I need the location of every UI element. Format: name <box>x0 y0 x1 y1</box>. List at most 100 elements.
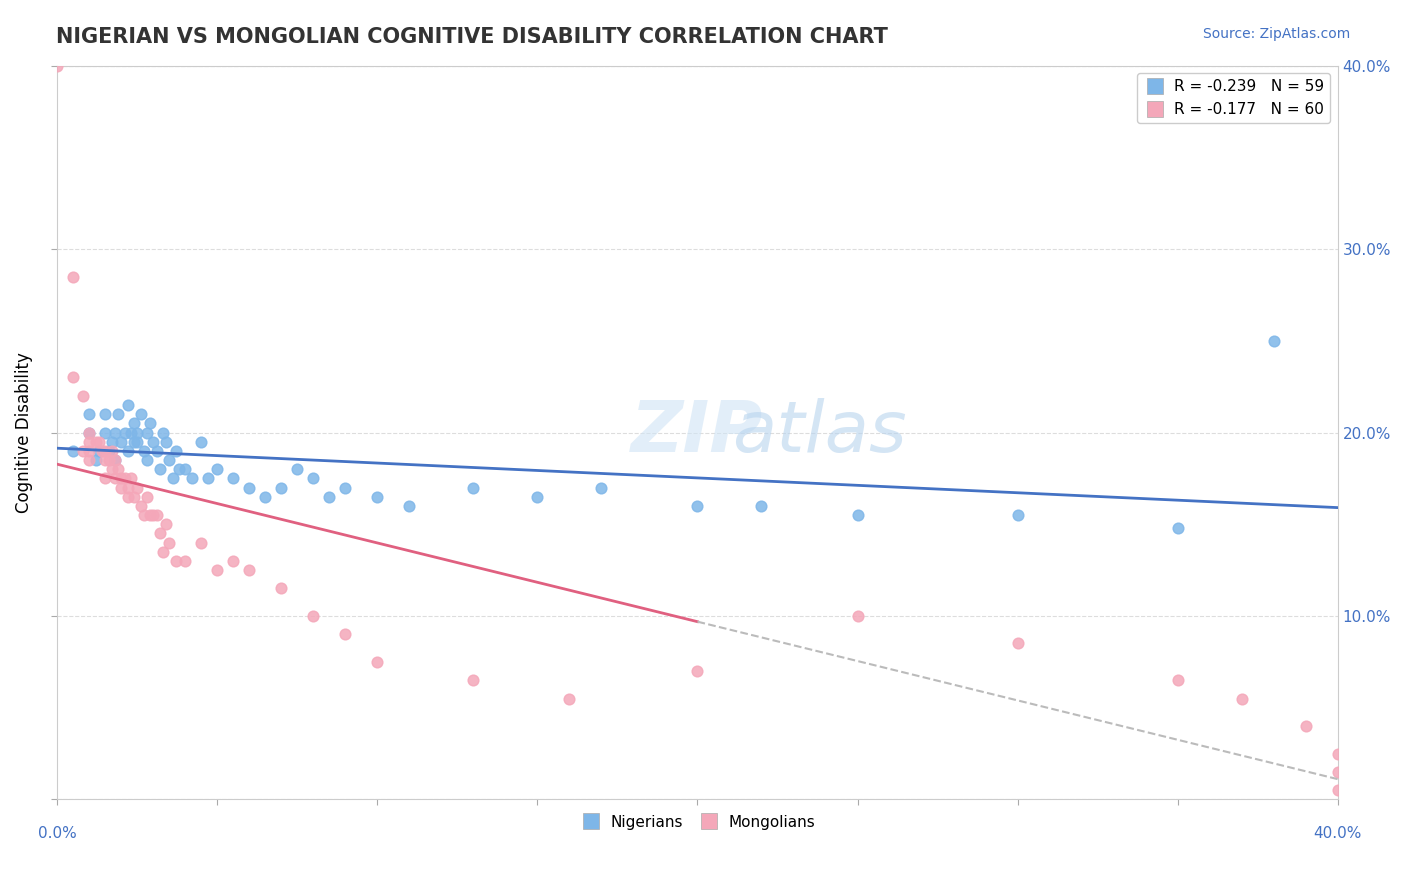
Point <box>302 471 325 485</box>
Point <box>318 490 340 504</box>
Point <box>104 453 127 467</box>
Point <box>122 434 145 449</box>
Point <box>1007 636 1029 650</box>
Point <box>155 517 177 532</box>
Point <box>110 471 132 485</box>
Point <box>335 627 357 641</box>
Point <box>591 481 613 495</box>
Point <box>79 434 101 449</box>
Point <box>1326 747 1348 761</box>
Point <box>122 490 145 504</box>
Point <box>142 434 165 449</box>
Point <box>165 554 187 568</box>
Point <box>238 481 260 495</box>
Point <box>110 434 132 449</box>
Point <box>94 425 117 440</box>
Point <box>1167 521 1189 535</box>
Point <box>162 471 184 485</box>
Point <box>79 407 101 421</box>
Point <box>222 471 245 485</box>
Point <box>107 462 129 476</box>
Point <box>104 425 127 440</box>
Point <box>285 462 308 476</box>
Point <box>270 481 292 495</box>
Point <box>110 481 132 495</box>
Point <box>129 407 152 421</box>
Point <box>1263 334 1285 348</box>
Text: Source: ZipAtlas.com: Source: ZipAtlas.com <box>1202 27 1350 41</box>
Point <box>846 508 869 522</box>
Point <box>270 582 292 596</box>
Point <box>142 508 165 522</box>
Point <box>46 59 69 73</box>
Point <box>114 471 136 485</box>
Point <box>157 453 180 467</box>
Point <box>174 462 197 476</box>
Point <box>122 417 145 431</box>
Point <box>152 545 174 559</box>
Point <box>120 471 142 485</box>
Point <box>120 425 142 440</box>
Point <box>1326 764 1348 779</box>
Point <box>100 443 122 458</box>
Point <box>155 434 177 449</box>
Text: atlas: atlas <box>731 398 907 467</box>
Point <box>104 471 127 485</box>
Point <box>197 471 219 485</box>
Point <box>117 490 139 504</box>
Point <box>207 563 229 577</box>
Point <box>463 673 485 688</box>
Point <box>104 453 127 467</box>
Point <box>79 425 101 440</box>
Point <box>136 490 159 504</box>
Point <box>222 554 245 568</box>
Point <box>207 462 229 476</box>
Point <box>136 425 159 440</box>
Text: NIGERIAN VS MONGOLIAN COGNITIVE DISABILITY CORRELATION CHART: NIGERIAN VS MONGOLIAN COGNITIVE DISABILI… <box>56 27 889 46</box>
Point <box>100 462 122 476</box>
Point <box>238 563 260 577</box>
Point <box>157 535 180 549</box>
Point <box>686 499 709 513</box>
Point <box>686 664 709 678</box>
Point <box>132 443 155 458</box>
Point <box>127 481 149 495</box>
Point <box>136 453 159 467</box>
Point <box>72 389 94 403</box>
Point <box>1167 673 1189 688</box>
Point <box>366 655 388 669</box>
Text: ZIP: ZIP <box>631 398 763 467</box>
Point <box>100 434 122 449</box>
Point <box>132 508 155 522</box>
Point <box>84 434 107 449</box>
Point <box>117 481 139 495</box>
Point <box>167 462 190 476</box>
Point <box>62 443 84 458</box>
Point <box>129 499 152 513</box>
Point <box>72 443 94 458</box>
Point <box>254 490 277 504</box>
Point <box>79 443 101 458</box>
Point <box>190 434 212 449</box>
Point <box>558 691 581 706</box>
Point <box>139 417 162 431</box>
Point <box>1230 691 1253 706</box>
Text: 40.0%: 40.0% <box>1313 826 1362 841</box>
Point <box>107 407 129 421</box>
Point <box>165 443 187 458</box>
Point <box>152 425 174 440</box>
Point <box>751 499 773 513</box>
Point <box>94 407 117 421</box>
Point <box>91 443 114 458</box>
Point <box>190 535 212 549</box>
Point <box>302 609 325 624</box>
Point <box>62 269 84 284</box>
Legend: Nigerians, Mongolians: Nigerians, Mongolians <box>574 809 821 836</box>
Point <box>846 609 869 624</box>
Point <box>463 481 485 495</box>
Point <box>94 453 117 467</box>
Point <box>1007 508 1029 522</box>
Point <box>149 462 172 476</box>
Point <box>87 443 110 458</box>
Point <box>117 398 139 412</box>
